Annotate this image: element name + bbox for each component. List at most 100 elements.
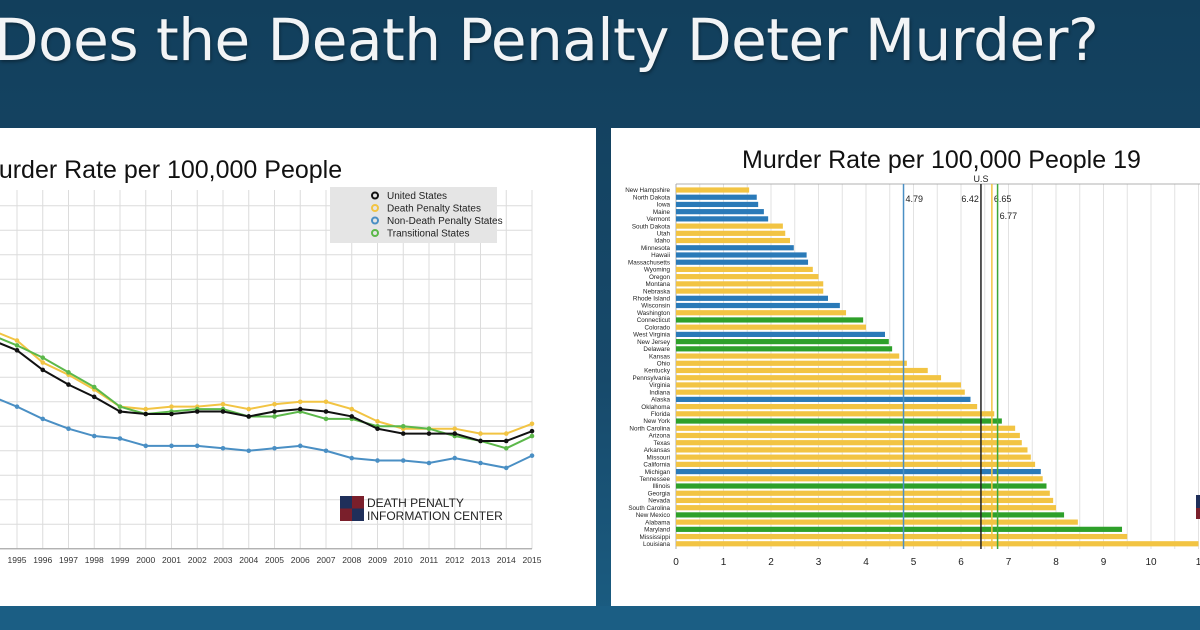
bar-tennessee <box>676 476 1043 482</box>
x-tick-label: 2007 <box>317 555 336 565</box>
category-label: Delaware <box>643 346 670 353</box>
bar-missouri <box>676 454 1031 460</box>
chart-title: Murder Rate per 100,000 People 19 <box>742 146 1141 174</box>
data-point <box>426 426 432 432</box>
category-label: Wisconsin <box>641 303 670 310</box>
bar-west-virginia <box>676 331 885 337</box>
data-point <box>91 394 97 400</box>
data-point <box>323 409 329 414</box>
category-label: Massachusetts <box>628 259 670 266</box>
data-point <box>40 360 46 365</box>
data-point <box>452 426 458 432</box>
category-label: Vermont <box>647 216 671 223</box>
bar-utah <box>676 230 786 236</box>
category-label: South Carolina <box>628 505 670 512</box>
data-point <box>400 423 406 429</box>
category-label: California <box>643 462 670 469</box>
data-point <box>272 446 277 451</box>
bar-colorado <box>676 324 866 330</box>
dpic-logo-mark <box>352 508 364 521</box>
reference-name: U.S <box>973 174 988 184</box>
bar-pennsylvania <box>676 375 942 381</box>
reference-label: 6.65 <box>994 194 1012 204</box>
data-point <box>529 428 535 434</box>
category-label: Hawaii <box>651 252 670 259</box>
x-tick-label: 2004 <box>239 555 258 565</box>
data-point <box>14 348 20 353</box>
data-point <box>194 409 200 414</box>
reference-label: 6.42 <box>961 194 979 204</box>
category-label: Connecticut <box>637 317 671 324</box>
data-point <box>503 431 509 436</box>
bar-new-york <box>676 418 1002 424</box>
legend-marker <box>371 191 379 200</box>
data-point <box>40 367 46 373</box>
category-label: Maine <box>653 209 671 216</box>
category-label: Texas <box>654 440 670 447</box>
x-tick-label: 6 <box>958 557 964 568</box>
reference-label: 6.77 <box>1000 211 1018 221</box>
x-tick-label: 2001 <box>162 555 181 565</box>
category-label: Nevada <box>648 498 670 505</box>
data-point <box>220 409 226 414</box>
data-point <box>503 438 509 444</box>
x-tick-label: 2012 <box>445 555 464 565</box>
data-point <box>143 443 149 449</box>
bar-california <box>676 461 1036 467</box>
legend-label: United States <box>387 191 447 202</box>
data-point <box>117 409 123 414</box>
data-point <box>220 446 226 451</box>
x-tick-label: 1 <box>721 557 727 568</box>
category-label: New Jersey <box>637 339 671 346</box>
category-label: Arkansas <box>644 447 670 454</box>
bar-north-dakota <box>676 194 757 200</box>
category-label: Nebraska <box>643 288 670 295</box>
logo-line1: DEATH PENALTY <box>367 496 464 510</box>
bar-north-carolina <box>676 425 1016 431</box>
legend <box>330 187 497 243</box>
legend-label: Non-Death Penalty States <box>387 216 503 227</box>
logo-line2: INFORMATION CENTER <box>367 509 503 523</box>
bar-wisconsin <box>676 302 840 309</box>
data-point <box>246 448 252 454</box>
bar-chart: Murder Rate per 100,000 People 19 0 1 2 3 4 5 6… <box>625 146 1200 568</box>
bar-texas <box>676 440 1022 446</box>
data-point <box>169 443 174 449</box>
x-tick-label: 2003 <box>214 555 233 565</box>
legend-label: Death Penalty States <box>387 204 481 215</box>
series-line-lead <box>0 342 18 352</box>
category-label: Tennessee <box>640 476 671 483</box>
bar-illinois <box>676 483 1047 489</box>
x-tick-label: 10 <box>1145 557 1157 568</box>
category-label: Pennsylvania <box>633 375 671 382</box>
legend-marker <box>371 204 379 212</box>
data-point <box>66 426 71 432</box>
bar-virginia <box>676 382 961 388</box>
data-point <box>91 384 97 390</box>
bar-new-hampshire <box>676 187 750 193</box>
bar-nevada <box>676 497 1054 504</box>
data-point <box>143 411 149 417</box>
bar-vermont <box>676 216 769 222</box>
legend-marker <box>371 216 379 225</box>
data-point <box>297 443 303 449</box>
category-label: Minnesota <box>641 245 671 252</box>
data-point <box>117 404 123 409</box>
x-tick-label: 2006 <box>291 555 310 565</box>
x-tick-label: 1 <box>1196 557 1200 568</box>
category-label: North Carolina <box>629 425 670 432</box>
data-point <box>40 416 46 422</box>
chart-title: Murder Rate per 100,000 People <box>0 156 342 184</box>
x-tick-label: 1999 <box>111 555 130 565</box>
data-point <box>375 426 380 432</box>
bar-georgia <box>676 490 1050 496</box>
data-point <box>169 411 174 417</box>
data-point <box>478 431 483 436</box>
x-tick-label: 2 <box>768 557 774 568</box>
data-point <box>323 399 329 405</box>
category-label: New Mexico <box>636 512 671 519</box>
bar-indiana <box>676 389 965 395</box>
category-label: Mississippi <box>640 534 670 541</box>
data-point <box>66 382 71 387</box>
x-tick-label: 7 <box>1006 557 1012 568</box>
